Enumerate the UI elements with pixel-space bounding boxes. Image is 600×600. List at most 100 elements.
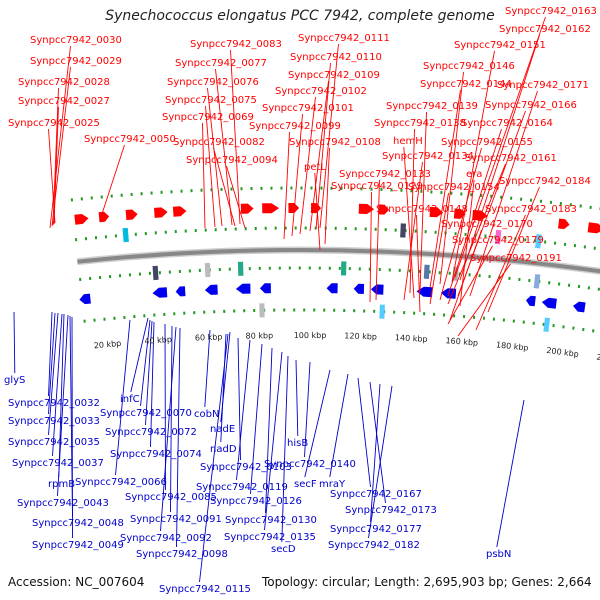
reverse-gene-label[interactable]: Synpcc7942_0091: [130, 514, 222, 525]
scale-tick-label: 160 kbp: [445, 336, 478, 348]
reverse-gene-label[interactable]: Synpcc7942_0103: [200, 462, 292, 473]
reverse-gene-label[interactable]: Synpcc7942_0048: [32, 518, 124, 529]
forward-gene-label[interactable]: Synpcc7942_0050: [84, 134, 176, 145]
forward-gene-label[interactable]: Synpcc7942_0129: [331, 181, 423, 192]
reverse-gene-label[interactable]: Synpcc7942_0070: [100, 408, 192, 419]
reverse-gene-label[interactable]: Synpcc7942_0126: [210, 496, 302, 507]
forward-gene-label[interactable]: Synpcc7942_0069: [162, 112, 254, 123]
forward-gene-leader: [447, 128, 502, 297]
forward-gene-label[interactable]: Synpcc7942_0110: [290, 52, 382, 63]
forward-gene-leader: [48, 128, 56, 224]
forward-gene-label[interactable]: era: [466, 169, 482, 180]
ruler-dotted-ring-4: [83, 308, 600, 334]
reverse-gene-label[interactable]: nadD: [210, 444, 237, 455]
forward-gene-label[interactable]: hemH: [393, 136, 423, 147]
forward-gene-label[interactable]: Synpcc7942_0133: [339, 169, 431, 180]
reverse-gene-label[interactable]: Synpcc7942_0177: [330, 524, 422, 535]
reverse-gene-label[interactable]: Synpcc7942_0135: [224, 532, 316, 543]
reverse-gene-label[interactable]: Synpcc7942_0074: [110, 449, 202, 460]
reverse-gene-label[interactable]: rpmB: [48, 479, 75, 490]
reverse-gene-label[interactable]: cobN: [194, 409, 219, 420]
forward-gene-label[interactable]: Synpcc7942_0179: [452, 235, 544, 246]
forward-gene-label[interactable]: Synpcc7942_0163: [505, 6, 597, 17]
reverse-gene-label[interactable]: Synpcc7942_0130: [225, 515, 317, 526]
reverse-gene-label[interactable]: Synpcc7942_0032: [8, 398, 100, 409]
forward-gene-label[interactable]: Synpcc7942_0027: [18, 96, 110, 107]
cog-feature-block: [340, 261, 347, 276]
forward-gene-label[interactable]: Synpcc7942_0166: [485, 100, 577, 111]
forward-gene-label[interactable]: Synpcc7942_0154: [408, 182, 500, 193]
forward-gene-label[interactable]: Synpcc7942_0162: [499, 24, 591, 35]
reverse-gene-label[interactable]: glyS: [4, 375, 25, 386]
reverse-gene-label[interactable]: Synpcc7942_0035: [8, 437, 100, 448]
genome-stats-text: Topology: circular; Length: 2,695,903 bp…: [262, 575, 592, 589]
reverse-gene-label[interactable]: Synpcc7942_0167: [330, 489, 422, 500]
reverse-gene-leader: [176, 327, 181, 548]
reverse-gene-label[interactable]: Synpcc7942_0098: [136, 549, 228, 560]
forward-gene-label[interactable]: Synpcc7942_0183: [485, 204, 577, 215]
forward-gene-label[interactable]: Synpcc7942_0082: [173, 137, 265, 148]
forward-gene-label[interactable]: Synpcc7942_0146: [423, 61, 515, 72]
forward-gene-label[interactable]: Synpcc7942_0148: [376, 204, 468, 215]
forward-gene-label[interactable]: Synpcc7942_0028: [18, 77, 110, 88]
forward-gene-label[interactable]: Synpcc7942_0138: [374, 118, 466, 129]
reverse-gene-label[interactable]: mraY: [319, 479, 346, 490]
forward-gene-label[interactable]: Synpcc7942_0134: [382, 151, 474, 162]
reverse-gene-leader: [295, 359, 299, 437]
cog-feature-block: [543, 317, 551, 333]
forward-gene-label[interactable]: Synpcc7942_0170: [441, 219, 533, 230]
reverse-gene-label[interactable]: psbN: [486, 549, 511, 560]
cog-feature-block: [237, 261, 244, 276]
forward-gene-label[interactable]: Synpcc7942_0164: [461, 118, 553, 129]
forward-gene-label[interactable]: Synpcc7942_0030: [30, 35, 122, 46]
reverse-gene-label[interactable]: hisB: [287, 438, 308, 449]
reverse-gene-label[interactable]: nadE: [210, 424, 235, 435]
forward-gene-leader: [469, 90, 538, 297]
reverse-gene-label[interactable]: Synpcc7942_0173: [345, 505, 437, 516]
forward-gene-label[interactable]: Synpcc7942_0171: [497, 80, 589, 91]
reverse-gene-leader: [369, 381, 386, 504]
reverse-gene-label[interactable]: Synpcc7942_0092: [120, 533, 212, 544]
forward-gene-label[interactable]: Synpcc7942_0139: [386, 101, 478, 112]
forward-gene-label[interactable]: Synpcc7942_0184: [499, 176, 591, 187]
reverse-gene-label[interactable]: Synpcc7942_0140: [264, 459, 356, 470]
reverse-gene-label[interactable]: Synpcc7942_0066: [75, 477, 167, 488]
reverse-gene-label[interactable]: infC: [120, 394, 140, 405]
forward-gene-label[interactable]: Synpcc7942_0111: [298, 33, 390, 44]
reverse-gene-label[interactable]: secF: [294, 479, 317, 490]
forward-gene-leader: [416, 214, 421, 313]
forward-gene-label[interactable]: Synpcc7942_0075: [165, 95, 257, 106]
reverse-gene-label[interactable]: Synpcc7942_0115: [159, 584, 251, 595]
forward-gene-leader: [213, 147, 236, 227]
forward-gene-leader: [230, 49, 241, 225]
reverse-gene-label[interactable]: Synpcc7942_0085: [125, 492, 217, 503]
forward-gene-label[interactable]: Synpcc7942_0083: [190, 39, 282, 50]
forward-gene-label[interactable]: Synpcc7942_0108: [289, 137, 381, 148]
reverse-gene-label[interactable]: Synpcc7942_0043: [17, 498, 109, 509]
forward-gene-label[interactable]: Synpcc7942_0077: [175, 58, 267, 69]
forward-gene-label[interactable]: Synpcc7942_0076: [167, 77, 259, 88]
forward-gene-label[interactable]: petL: [304, 162, 326, 173]
reverse-gene-label[interactable]: Synpcc7942_0049: [32, 540, 124, 551]
forward-gene-label[interactable]: Synpcc7942_0094: [186, 155, 278, 166]
reverse-gene-label[interactable]: Synpcc7942_0037: [12, 458, 104, 469]
forward-gene-leader: [457, 263, 511, 337]
forward-gene-label[interactable]: Synpcc7942_0191: [470, 253, 562, 264]
forward-gene-label[interactable]: Synpcc7942_0144: [420, 79, 512, 90]
reverse-gene-label[interactable]: Synpcc7942_0072: [105, 427, 197, 438]
reverse-gene-label[interactable]: Synpcc7942_0033: [8, 416, 100, 427]
reverse-gene-label[interactable]: Synpcc7942_0119: [196, 482, 288, 493]
reverse-gene-label[interactable]: Synpcc7942_0182: [328, 540, 420, 551]
forward-gene-label[interactable]: Synpcc7942_0161: [465, 153, 557, 164]
forward-gene-label[interactable]: Synpcc7942_0102: [275, 86, 367, 97]
forward-gene-label[interactable]: Synpcc7942_0151: [454, 40, 546, 51]
forward-gene-label[interactable]: Synpcc7942_0025: [8, 118, 100, 129]
forward-gene-label[interactable]: Synpcc7942_0155: [441, 137, 533, 148]
forward-gene-label[interactable]: Synpcc7942_0101: [262, 103, 354, 114]
reverse-gene-leader: [220, 333, 227, 443]
forward-gene-label[interactable]: Synpcc7942_0099: [249, 121, 341, 132]
forward-gene-label[interactable]: Synpcc7942_0029: [30, 56, 122, 67]
reverse-gene-label[interactable]: secD: [271, 544, 296, 555]
forward-gene-label[interactable]: Synpcc7942_0109: [288, 70, 380, 81]
